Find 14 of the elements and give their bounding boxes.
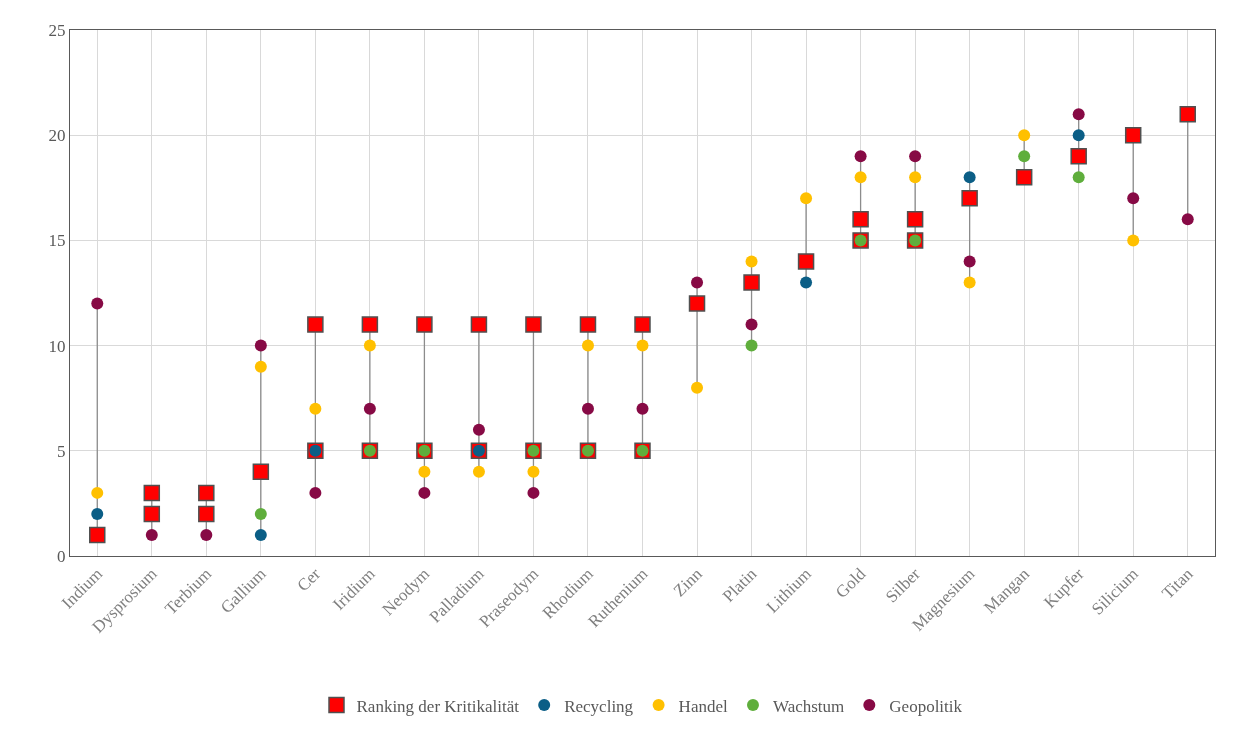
y-tick-label: 5: [57, 441, 66, 461]
y-tick-label: 0: [57, 546, 66, 566]
y-tick-label: 25: [48, 20, 66, 40]
y-tick-label: 10: [48, 336, 66, 356]
legend-label: Ranking der Kritikalität: [356, 696, 520, 716]
legend-label: Handel: [678, 696, 728, 716]
x-tick-label: Zinn: [669, 563, 707, 601]
x-tick-label: Cer: [293, 564, 325, 596]
legend-label: Geopolitik: [889, 696, 963, 716]
legend-label: Recycling: [564, 696, 634, 716]
y-tick-label: 15: [48, 231, 66, 251]
y-tick-label: 20: [48, 126, 66, 146]
x-tick-label: Titan: [1158, 563, 1197, 603]
legend-label: Wachstum: [772, 696, 845, 716]
